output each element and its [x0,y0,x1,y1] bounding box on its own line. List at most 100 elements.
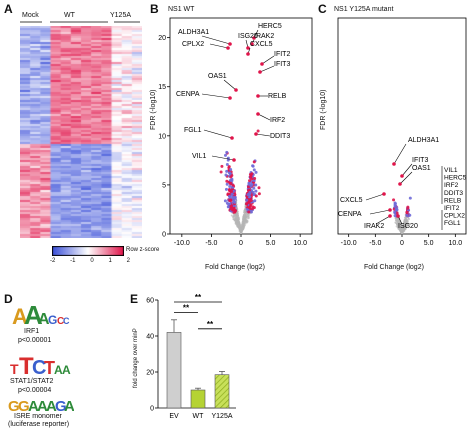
volcano-point [404,221,407,224]
volcano-point [394,207,398,211]
volcano-point [237,224,240,227]
heatmap-group-brackets [20,21,140,23]
volcano-point [250,172,254,176]
volcano-point [241,221,244,224]
svg-text:A: A [38,311,50,328]
volcano-point [399,227,402,230]
legend-tick: 1 [108,258,112,264]
gene-label: IRF2 [270,117,285,124]
volcano-point [254,183,258,187]
svg-text:G: G [48,313,57,327]
x-tick-label: 5.0 [266,240,276,247]
volcano-point [401,231,404,234]
volcano-wt-frame [169,17,313,235]
volcano-point [235,221,238,224]
volcano-point [250,177,254,181]
x-tick-label: -5.0 [369,240,381,247]
volcano-point [249,210,253,214]
volcano-point [245,221,248,224]
volcano-point [401,228,404,231]
volcano-point [231,183,235,187]
volcano-point [228,172,232,176]
volcano-point [257,186,261,190]
legend-tick: 0 [90,258,94,264]
volcano-point [254,189,258,193]
y-tick-label: 0 [162,232,166,239]
gene-label: IRAK2 [254,33,274,40]
volcano-point [225,169,229,173]
volcano-point [243,224,246,227]
volcano-point [251,205,255,209]
bar-ev [166,332,182,409]
volcano-point [248,179,252,183]
volcano-point [397,224,400,227]
volcano-point [229,175,233,179]
volcano-point [392,198,396,202]
volcano-wt-plot: -10.0 -5.0 0 5.0 10.0 0 5 10 15 20 ALDH3A1 HERC5 CP… [158,17,313,247]
volcano-point [228,198,232,202]
volcano-point [247,210,251,214]
legend-tick: 2 [126,258,130,264]
volcano-point [236,213,239,216]
gene-label: CENPA [176,91,200,98]
x-tick-label: 0 [239,240,243,247]
volcano-point [233,195,237,199]
svg-text:G: G [18,398,30,414]
gene-list-item: VIL1 [444,167,458,174]
volcano-point [229,204,233,208]
volcano-wt-xlabel: Fold Change (log2) [205,264,265,271]
volcano-point [230,192,234,196]
volcano-point [225,163,229,167]
x-tick-label: 5.0 [424,240,434,247]
volcano-point [398,221,401,224]
gene-label: FGL1 [184,127,202,134]
motif-note-isre: (luciferase reporter) [8,421,70,428]
svg-text:C: C [32,357,46,378]
volcano-point [243,208,246,211]
volcano-point [228,185,232,189]
volcano-point [230,214,233,217]
volcano-point [225,150,229,154]
x-tick-label: -10.0 [341,240,357,247]
volcano-point [405,213,409,217]
volcano-point [397,220,400,223]
volcano-point [406,206,410,210]
motif-name-isre: ISRE monomer [14,413,62,420]
volcano-point [243,214,246,217]
volcano-point [237,222,240,225]
significance-label: ** [195,294,202,302]
volcano-point [237,216,240,219]
volcano-mut-xlabel: Fold Change (log2) [364,264,424,271]
gene-label: OAS1 [208,73,227,80]
volcano-point [399,226,402,229]
svg-text:A: A [37,398,48,414]
volcano-point [407,218,410,221]
x-tick-label: Y125A [211,413,232,420]
volcano-point [239,227,242,230]
gene-list-item: HERC5 [444,175,467,182]
svg-text:T: T [10,361,19,377]
volcano-point [220,164,224,168]
y-tick-label: 10 [158,133,166,140]
gene-label: IRAK2 [364,223,384,230]
volcano-point [236,211,239,214]
bar-wt [190,389,206,409]
volcano-point [394,204,398,208]
y-tick-label: 60 [146,298,154,305]
volcano-point [236,214,239,217]
volcano-wt-title: NS1 WT [168,6,195,13]
volcano-point [245,198,249,202]
volcano-point [243,219,246,222]
gene-label: IFIT2 [274,51,290,58]
volcano-point [240,231,243,234]
svg-text:T: T [19,353,34,378]
volcano-point [224,187,228,191]
volcano-point [393,201,397,205]
gene-label: VIL1 [192,153,207,160]
volcano-point [245,201,249,205]
gene-label: HERC5 [258,23,282,30]
motif-name-stat: STAT1/STAT2 [10,378,54,385]
volcano-point [232,215,235,218]
